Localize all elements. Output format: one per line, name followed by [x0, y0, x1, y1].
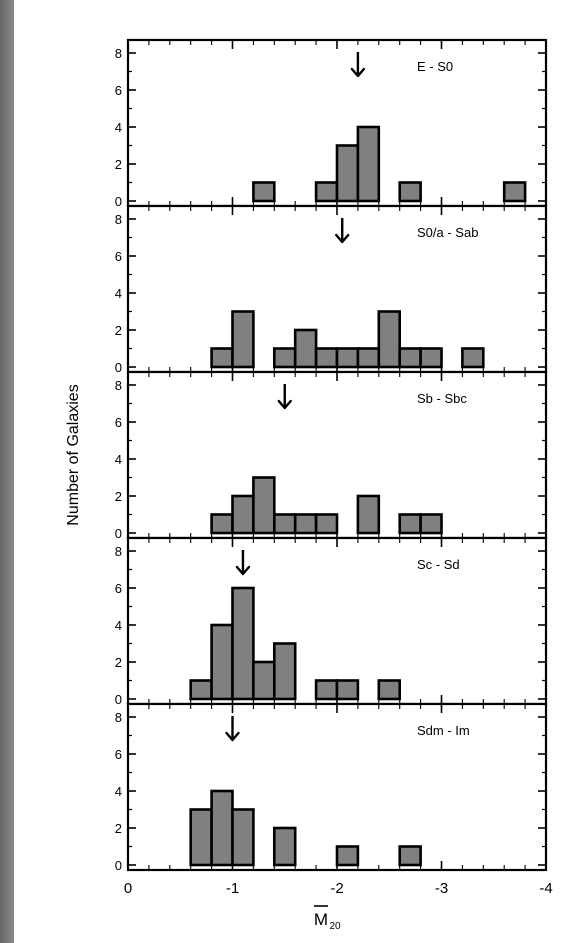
panel-title: S0/a - Sab — [417, 225, 478, 240]
y-tick-label: 8 — [115, 46, 122, 61]
y-tick-label: 4 — [115, 286, 122, 301]
y-tick-label: 8 — [115, 378, 122, 393]
y-axis-label: Number of Galaxies — [65, 384, 82, 525]
histogram-bar — [231, 310, 255, 369]
panel-title: Sb - Sbc — [417, 391, 467, 406]
y-tick-label: 0 — [115, 526, 122, 541]
y-tick-label: 2 — [115, 821, 122, 836]
histogram-bar — [272, 826, 297, 867]
x-tick-label: -4 — [539, 880, 552, 897]
panel-title: E - S0 — [417, 59, 453, 74]
x-tick-label: -3 — [435, 880, 448, 897]
y-tick-label: 4 — [115, 784, 122, 799]
histogram-bar — [252, 476, 276, 535]
histogram-bar — [398, 845, 422, 867]
plot-layer: 0 2 4 6 8 E - S0 0 2 4 6 8 S0/a - Sab 0 2 4 6 8 Sb - Sbc 0… — [115, 38, 553, 897]
y-tick-label: 6 — [115, 747, 122, 762]
histogram-bar — [210, 513, 234, 535]
histogram-bar — [231, 808, 255, 867]
y-tick-label: 6 — [115, 581, 122, 596]
y-tick-label: 2 — [115, 489, 122, 504]
histogram-bar — [356, 347, 381, 369]
histogram-bar — [398, 347, 422, 369]
y-tick-label: 0 — [115, 360, 122, 375]
histogram-bar — [461, 347, 485, 369]
histogram-bar — [231, 494, 255, 535]
histogram-bar — [252, 181, 276, 203]
mean-arrow-head — [350, 67, 366, 78]
histogram-bar — [377, 679, 401, 701]
histogram-bar — [398, 181, 422, 203]
histogram-bar — [356, 125, 381, 203]
y-tick-label: 8 — [115, 710, 122, 725]
histogram-bar — [314, 181, 339, 203]
y-tick-label: 4 — [115, 452, 122, 467]
x-axis-label: M — [314, 910, 328, 929]
histogram-bar — [210, 789, 234, 867]
histogram-bar — [502, 181, 527, 203]
histogram-bar — [210, 347, 234, 369]
x-tick-label: 0 — [124, 880, 132, 897]
x-tick-label: -2 — [330, 880, 343, 897]
histogram-bar — [419, 347, 443, 369]
y-tick-label: 2 — [115, 323, 122, 338]
histogram-bar — [314, 347, 339, 369]
y-tick-label: 6 — [115, 249, 122, 264]
y-tick-label: 2 — [115, 655, 122, 670]
histogram-bar — [189, 808, 213, 867]
histogram-bar — [210, 623, 234, 701]
histogram-bar — [335, 845, 360, 867]
histogram-bar — [377, 310, 401, 369]
panel-frame — [126, 370, 548, 540]
histogram-bar — [335, 144, 360, 203]
y-tick-label: 0 — [115, 858, 122, 873]
histogram-bar — [419, 513, 443, 535]
stacked-histogram-chart: 0 2 4 6 8 E - S0 0 2 4 6 8 S0/a - Sab 0 2 4 6 8 Sb - Sbc 0… — [65, 38, 553, 932]
histogram-bar — [314, 679, 339, 701]
y-tick-label: 2 — [115, 157, 122, 172]
panel-title: Sdm - Im — [417, 723, 470, 738]
y-tick-label: 4 — [115, 120, 122, 135]
mean-arrow-head — [277, 399, 292, 410]
y-tick-label: 4 — [115, 618, 122, 633]
panel-frame — [126, 536, 548, 706]
histogram-bar — [252, 660, 276, 701]
histogram-bar — [398, 513, 422, 535]
x-tick-label: -1 — [226, 880, 239, 897]
mean-arrow-head — [335, 233, 350, 244]
panel-title: Sc - Sd — [417, 557, 460, 572]
y-tick-label: 0 — [115, 692, 122, 707]
panel-frame — [126, 204, 548, 374]
histogram-bar — [293, 328, 318, 369]
histogram-bar — [314, 513, 339, 535]
histogram-bar — [231, 586, 255, 701]
x-axis-subscript: 20 — [329, 921, 341, 932]
histogram-bar — [272, 513, 297, 535]
histogram-bar — [335, 347, 360, 369]
y-tick-label: 8 — [115, 212, 122, 227]
histogram-bar — [189, 679, 213, 701]
left-edge-strip — [0, 0, 14, 943]
histogram-bar — [272, 347, 297, 369]
histogram-bar — [356, 494, 381, 535]
y-tick-label: 0 — [115, 194, 122, 209]
y-tick-label: 8 — [115, 544, 122, 559]
figure-panel: 0 2 4 6 8 E - S0 0 2 4 6 8 S0/a - Sab 0 2 4 6 8 Sb - Sbc 0… — [14, 0, 570, 943]
y-tick-label: 6 — [115, 415, 122, 430]
histogram-bar — [335, 679, 360, 701]
y-tick-label: 6 — [115, 83, 122, 98]
mean-arrow-head — [225, 731, 240, 742]
histogram-bar — [293, 513, 318, 535]
mean-arrow-head — [235, 565, 251, 576]
histogram-bar — [272, 642, 297, 701]
